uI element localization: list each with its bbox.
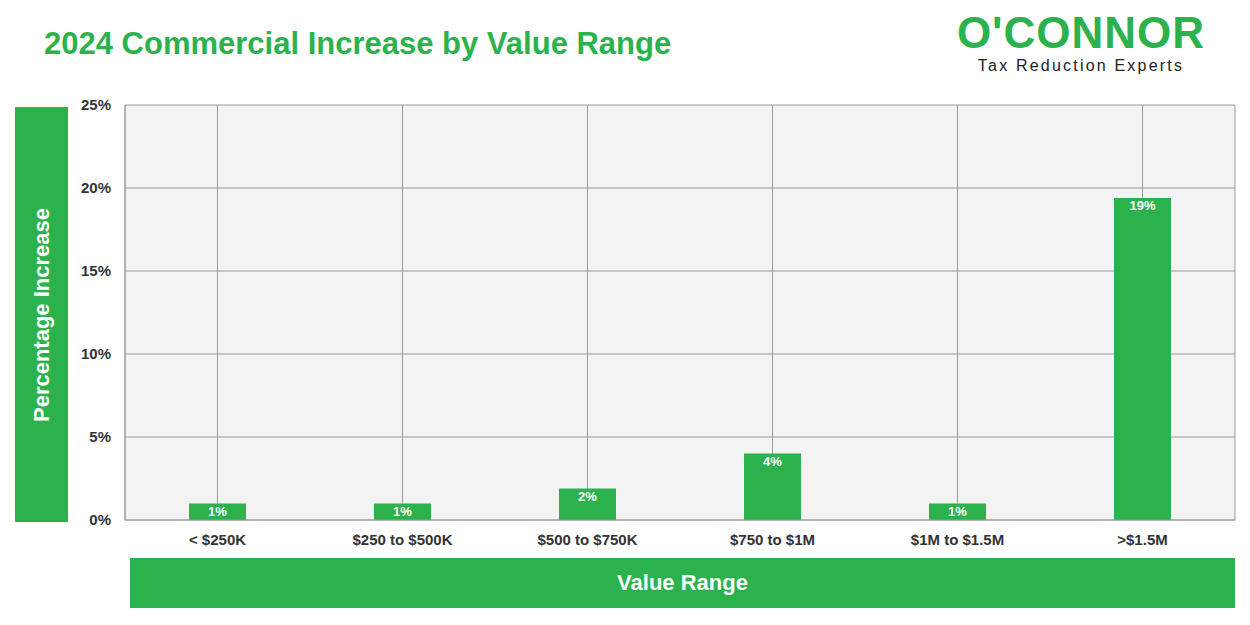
html-text:Value Range: Value Range [617, 570, 748, 595]
svg-text:1%: 1% [393, 504, 412, 519]
svg-text:2%: 2% [578, 489, 597, 504]
svg-text:15%: 15% [81, 262, 111, 279]
svg-text:< $250K: < $250K [189, 531, 246, 548]
svg-text:1%: 1% [208, 504, 227, 519]
svg-text:25%: 25% [81, 96, 111, 113]
svg-text:10%: 10% [81, 345, 111, 362]
svg-text:$750 to $1M: $750 to $1M [730, 531, 815, 548]
html-text:O'CONNOR: O'CONNOR [956, 8, 1206, 57]
svg-text:$500 to $750K: $500 to $750K [537, 531, 637, 548]
html-text:2024 Commercial Increase by Va: 2024 Commercial Increase by Value Range [44, 26, 672, 61]
svg-text:$1M to $1.5M: $1M to $1.5M [911, 531, 1004, 548]
svg-text:0%: 0% [89, 511, 111, 528]
svg-text:19%: 19% [1129, 198, 1155, 213]
html-text:Tax Reduction Experts: Tax Reduction Experts [977, 57, 1185, 74]
svg-text:>$1.5M: >$1.5M [1117, 531, 1167, 548]
svg-text:4%: 4% [763, 454, 782, 469]
svg-text:$250 to $500K: $250 to $500K [352, 531, 452, 548]
html-text:Percentage Increase: Percentage Increase [28, 207, 54, 422]
svg-text:5%: 5% [89, 428, 111, 445]
svg-text:1%: 1% [948, 504, 967, 519]
svg-text:20%: 20% [81, 179, 111, 196]
